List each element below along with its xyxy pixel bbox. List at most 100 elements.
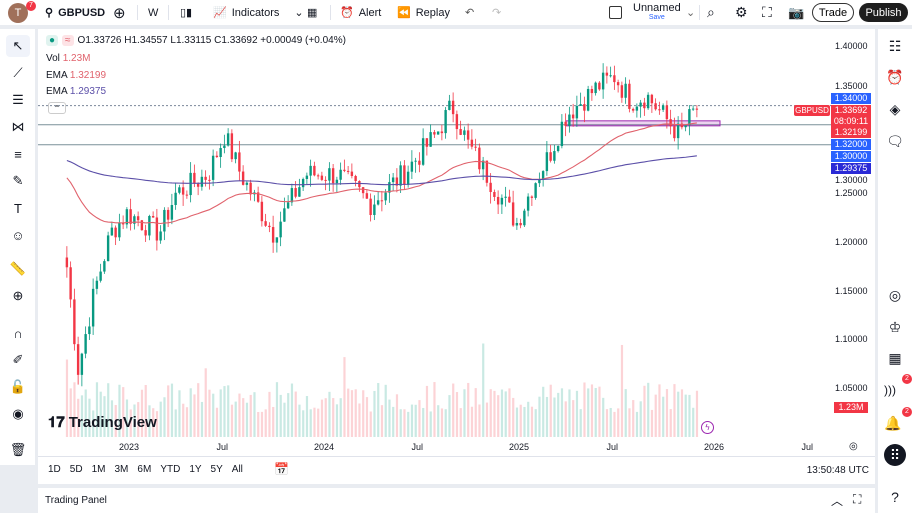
layers-icon: ◈ <box>889 100 901 117</box>
tv-logo-icon: 𝟏𝟕 <box>48 414 65 431</box>
settings-button[interactable]: ⚙ <box>735 0 748 25</box>
notification-badge: 7 <box>26 1 36 11</box>
help-button[interactable]: ? <box>884 486 906 508</box>
snapshot-button[interactable]: 📷 <box>788 0 804 25</box>
volume-bar <box>534 409 537 437</box>
layout-checkbox[interactable] <box>609 0 622 25</box>
emoji-tool[interactable]: ☺ <box>6 224 30 246</box>
fullscreen-button[interactable]: ⛶ <box>762 0 772 25</box>
indicators-button[interactable]: 📈 Indicators ⌄ <box>213 6 304 20</box>
clock[interactable]: 13:50:48 UTC <box>806 465 869 476</box>
chart-type-button[interactable]: ▯▮ <box>180 0 192 25</box>
cursor-tool[interactable]: ↖ <box>6 35 30 57</box>
candle-body <box>133 216 136 224</box>
symbol-search[interactable]: ⚲ GBPUSD <box>45 6 106 20</box>
legend-volume[interactable]: Vol 1.23M <box>46 53 91 64</box>
range-6m[interactable]: 6M <box>137 464 152 475</box>
volume-bar <box>470 406 474 437</box>
level-label: 1.32000 <box>831 139 871 150</box>
magnet-tool[interactable]: ∩ <box>6 322 30 344</box>
volume-bar <box>324 398 327 437</box>
volume-bar <box>564 401 567 437</box>
zoom-tool[interactable]: ⊕ <box>6 285 30 307</box>
trade-button[interactable]: Trade <box>812 3 854 22</box>
notifications-button[interactable]: 🔔 2 <box>884 407 912 434</box>
fib-tool[interactable]: ≡ <box>6 143 30 165</box>
volume-bar <box>557 392 560 437</box>
chart-pane[interactable]: ● ≈ O1.33726 H1.34557 L1.33115 C1.33692 +… <box>38 29 875 484</box>
volume-bar <box>204 368 207 437</box>
quick-search-button[interactable]: ⌕ <box>707 0 715 25</box>
volume-bar <box>339 398 342 437</box>
brush-tool[interactable]: ✎ <box>6 170 30 192</box>
tradingview-logo[interactable]: 𝟏𝟕 TradingView <box>48 414 157 431</box>
range-5y[interactable]: 5Y <box>210 464 223 475</box>
undo-icon: ↶ <box>465 7 475 19</box>
apps-button[interactable]: ⠿ <box>884 444 906 466</box>
maximize-panel-button[interactable]: ⛶ <box>853 492 861 507</box>
visibility-tool[interactable]: ◉ <box>6 403 30 425</box>
interval-button[interactable]: W <box>148 6 159 19</box>
publish-button[interactable]: Publish <box>859 3 908 22</box>
watchlist-button[interactable]: ☷ <box>884 35 906 57</box>
chat-button[interactable]: 🗨 <box>884 130 906 152</box>
candle-body <box>508 196 511 203</box>
lightning-icon[interactable]: ϟ <box>701 421 714 434</box>
lock-tool[interactable]: 🔓 <box>6 376 30 398</box>
candle-body <box>84 334 87 354</box>
layers-button[interactable]: ◈ <box>884 98 906 120</box>
trading-panel-tab[interactable]: Trading Panel <box>45 495 107 506</box>
range-1y[interactable]: 1Y <box>189 464 202 475</box>
redo-button[interactable]: ↷ <box>492 0 501 25</box>
candles-icon: ▯▮ <box>180 7 193 19</box>
legend-ema-fast[interactable]: EMA 1.32199 <box>46 70 107 81</box>
events-button[interactable]: ▦ <box>884 347 906 369</box>
candle-body <box>88 326 91 335</box>
time-tick: Jul <box>216 442 229 452</box>
volume-bar <box>448 395 451 437</box>
streams-button[interactable]: ))) 2 <box>884 374 912 401</box>
alert-button[interactable]: ⏰ Alert <box>340 6 382 20</box>
alerts-button[interactable]: ⏰ <box>884 66 906 88</box>
pattern-tool[interactable]: ⋈ <box>6 116 30 138</box>
goto-date-button[interactable]: 📅 <box>274 462 289 476</box>
templates-button[interactable]: ▦ <box>307 0 317 25</box>
candle-body <box>586 88 590 111</box>
layout-name-button[interactable]: Unnamed Save <box>633 1 681 21</box>
trendline-tool[interactable]: ⟋ <box>6 62 30 84</box>
candle-body <box>391 177 395 183</box>
legend-ema-slow[interactable]: EMA 1.29375 <box>46 86 107 97</box>
candle-body <box>69 267 72 300</box>
volume-bar <box>444 409 447 437</box>
calendar-button[interactable]: ♔ <box>884 316 906 338</box>
compare-button[interactable]: ⊕ <box>113 0 126 25</box>
range-1d[interactable]: 1D <box>48 464 61 475</box>
delete-tool[interactable]: 🗑 <box>6 439 30 461</box>
volume-bar <box>639 401 642 437</box>
candle-body <box>504 196 507 198</box>
lock-drawing-tool[interactable]: ✐ <box>6 349 30 371</box>
candle-body <box>361 187 365 194</box>
range-3m[interactable]: 3M <box>114 464 129 475</box>
replay-button[interactable]: ⏪ Replay <box>397 6 450 20</box>
volume-bar <box>377 383 380 437</box>
expand-panel-button[interactable]: ︿ <box>831 492 843 509</box>
axis-settings-icon[interactable]: ◎ <box>849 441 858 452</box>
target-button[interactable]: ◎ <box>884 284 906 306</box>
ruler-tool[interactable]: 📏 <box>6 258 30 280</box>
range-5d[interactable]: 5D <box>69 464 83 475</box>
text-tool[interactable]: T <box>6 197 30 219</box>
horizontal-lines-tool[interactable]: ☰ <box>6 89 30 111</box>
collapse-legend-button[interactable]: ⌃ <box>48 102 66 114</box>
range-all[interactable]: All <box>231 464 243 475</box>
layout-menu-chevron[interactable]: ⌄ <box>686 0 695 25</box>
range-ytd[interactable]: YTD <box>160 464 181 475</box>
candle-body <box>541 171 545 180</box>
price-chart[interactable] <box>38 29 875 484</box>
undo-button[interactable]: ↶ <box>465 0 474 25</box>
candle-body <box>260 201 264 222</box>
range-1m[interactable]: 1M <box>91 464 106 475</box>
candle-body <box>673 126 676 139</box>
